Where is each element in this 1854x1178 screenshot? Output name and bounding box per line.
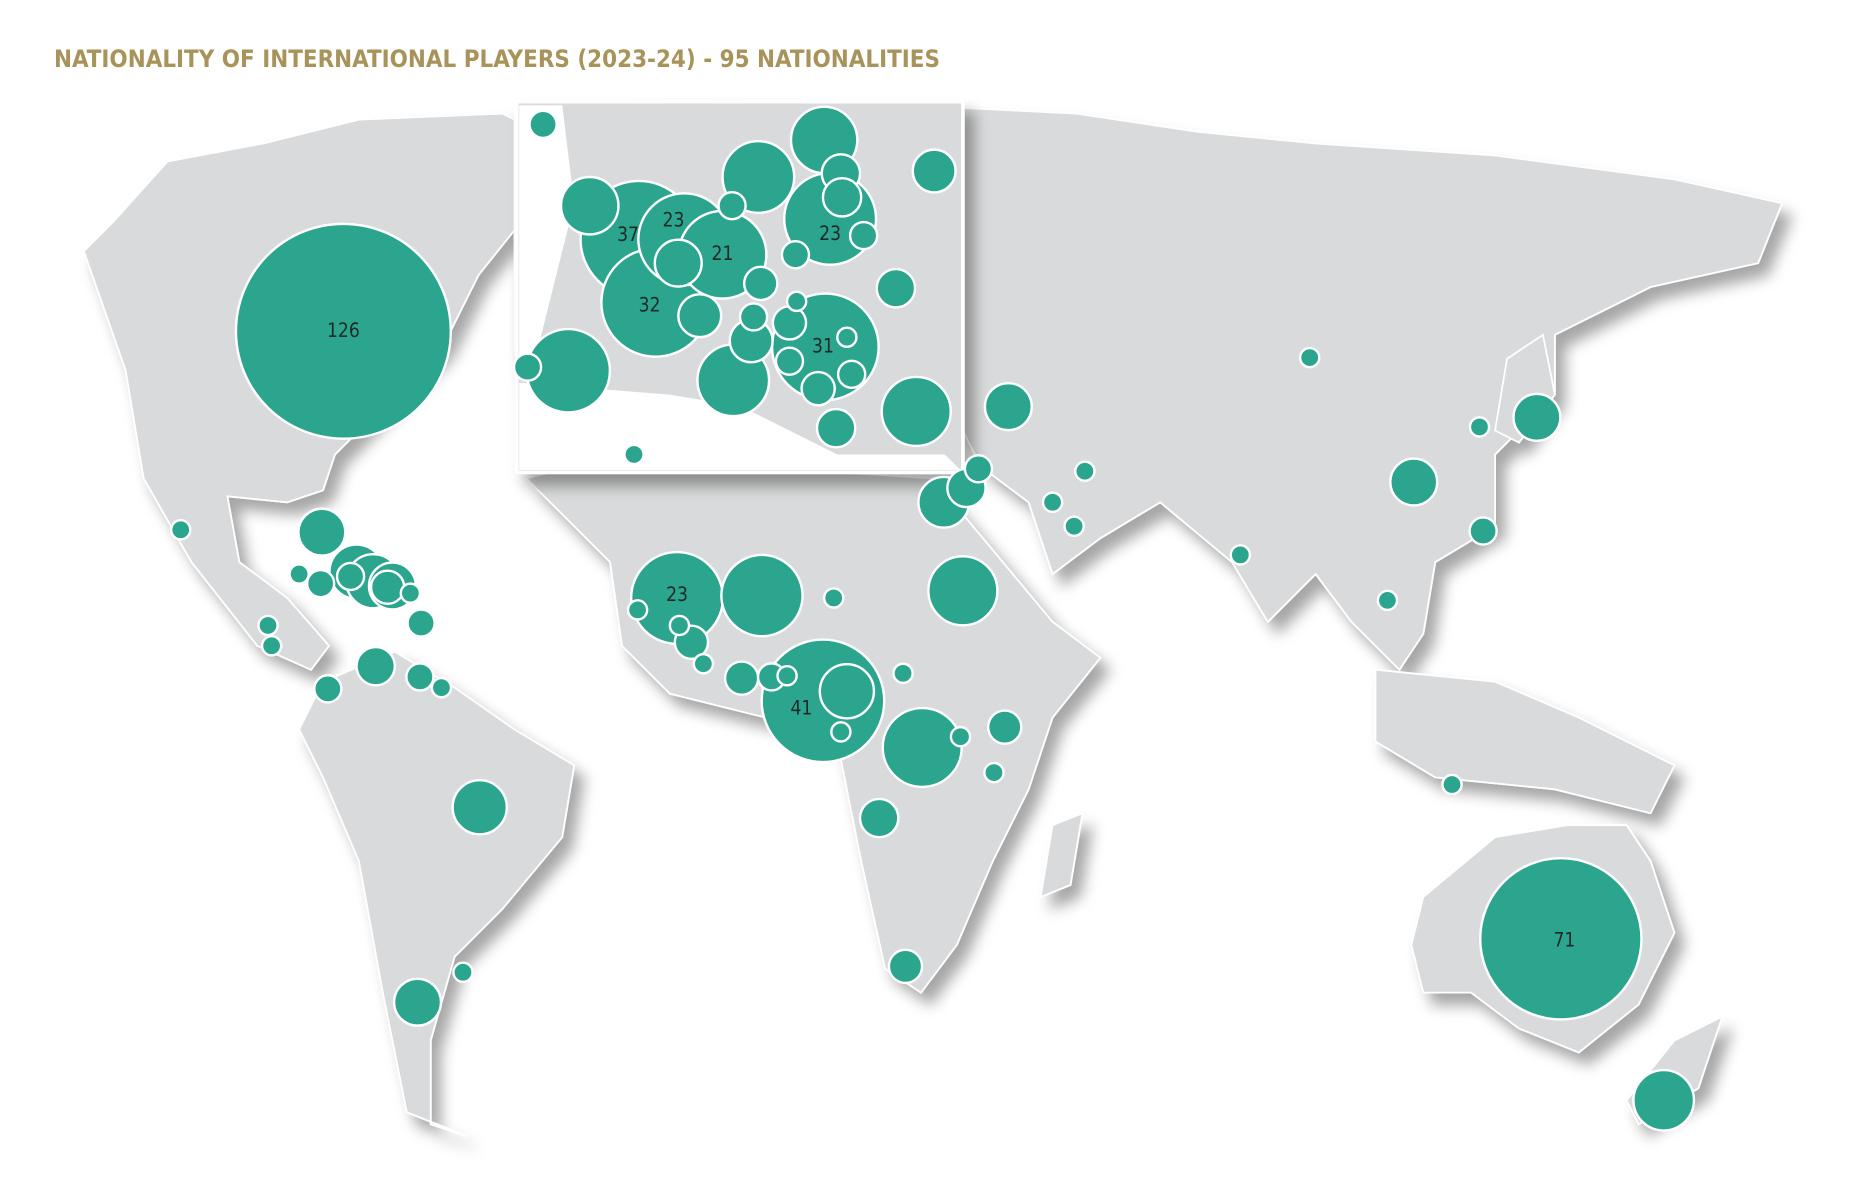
bubble — [881, 706, 963, 789]
bubble-label: 31 — [812, 334, 834, 357]
bubble — [626, 599, 649, 621]
bubble — [983, 761, 1005, 784]
bubble — [720, 553, 804, 638]
bubble — [430, 676, 453, 699]
bubble — [742, 265, 779, 302]
bubble — [821, 176, 863, 218]
bubble — [830, 721, 852, 743]
bubble — [986, 709, 1023, 745]
bubble — [1479, 856, 1643, 1021]
map-title: NATIONALITY OF INTERNATIONAL PLAYERS (20… — [54, 45, 940, 73]
bubble — [451, 779, 508, 836]
bubble — [1512, 392, 1562, 443]
bubble — [392, 977, 443, 1027]
bubble — [836, 359, 867, 390]
bubble — [1063, 515, 1085, 537]
bubble — [836, 326, 858, 349]
south-america — [298, 650, 576, 1137]
bubble — [369, 569, 406, 605]
bubble — [1632, 1068, 1696, 1132]
bubble — [774, 346, 805, 376]
bubble — [822, 587, 845, 609]
bubble — [771, 305, 808, 341]
bubble — [880, 375, 952, 448]
bubble — [653, 238, 703, 288]
bubble — [559, 175, 620, 236]
bubble — [288, 563, 310, 585]
bubble — [399, 582, 422, 604]
bubble — [1041, 491, 1064, 514]
bubble — [785, 290, 808, 313]
bubble — [848, 220, 879, 251]
bubble — [963, 454, 994, 484]
bubble — [1468, 516, 1498, 546]
bubble — [677, 293, 723, 339]
bubble-label: 21 — [712, 242, 734, 265]
inset-sea — [519, 105, 961, 471]
bubble — [1441, 773, 1463, 796]
bubble — [815, 407, 857, 449]
bubble — [512, 352, 543, 382]
bubble — [257, 614, 279, 637]
bubble — [717, 190, 747, 221]
bubble-label: 23 — [819, 222, 841, 245]
bubble — [776, 664, 798, 687]
bubble — [335, 561, 366, 592]
bubble — [892, 662, 914, 685]
bubble — [983, 381, 1033, 432]
bubble-label: 37 — [617, 223, 639, 246]
bubble — [668, 614, 691, 637]
bubble-label: 126 — [327, 319, 360, 342]
southeast-asia — [1374, 668, 1676, 815]
bubble — [887, 948, 924, 985]
bubble — [949, 725, 972, 748]
bubble-label: 23 — [663, 209, 685, 232]
bubble — [911, 148, 957, 194]
bubble — [260, 635, 283, 657]
bubble — [800, 370, 836, 407]
bubble — [1389, 457, 1439, 507]
bubble — [355, 645, 397, 687]
bubble-label: 71 — [1553, 929, 1575, 952]
bubble-label: 32 — [639, 294, 661, 317]
bubble — [169, 519, 192, 541]
bubbles: 126 71 41 37 32 23 21 23 31 23 — [169, 105, 1696, 1132]
bubble-label: 23 — [666, 583, 688, 606]
bubble — [234, 222, 452, 440]
madagascar — [1039, 811, 1084, 899]
bubble — [927, 555, 999, 627]
bubble — [1074, 460, 1096, 482]
bubble — [818, 662, 876, 720]
bubble — [1468, 416, 1491, 438]
bubble — [623, 443, 645, 466]
bubble — [692, 652, 715, 675]
bubble — [452, 961, 474, 984]
bubble — [723, 660, 760, 696]
bubble — [313, 674, 343, 704]
bubble — [297, 507, 347, 557]
bubble — [738, 302, 769, 332]
bubble — [406, 608, 436, 638]
bubble — [1298, 346, 1321, 369]
bubble — [875, 267, 917, 309]
bubble — [780, 240, 811, 270]
bubble — [1376, 589, 1399, 612]
bubble — [858, 797, 900, 839]
bubble — [405, 662, 435, 692]
bubble-label: 41 — [790, 697, 812, 720]
bubble — [1229, 544, 1252, 566]
bubble — [528, 109, 558, 140]
bubble — [305, 568, 336, 599]
